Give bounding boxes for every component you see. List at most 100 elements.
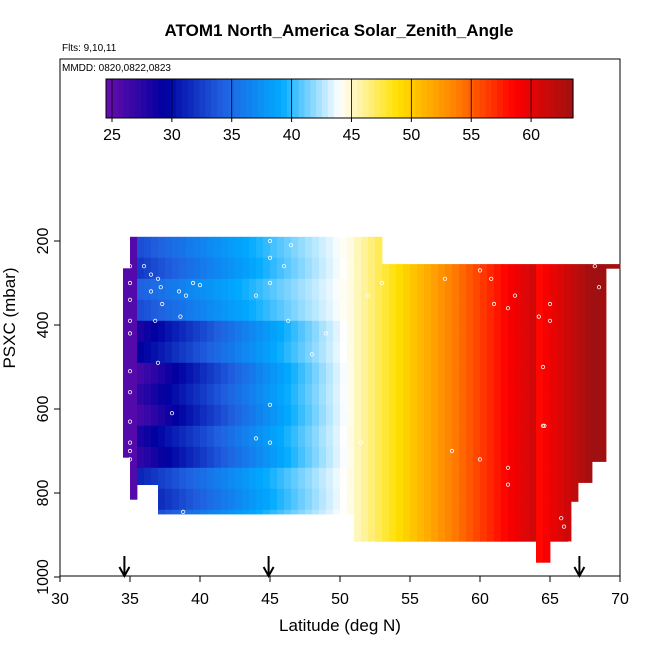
- heatmap-cell: [179, 436, 187, 448]
- heatmap-cell: [340, 509, 348, 515]
- heatmap-cell: [144, 467, 152, 479]
- heatmap-cell: [200, 299, 208, 311]
- heatmap-cell: [431, 537, 439, 542]
- heatmap-cell: [424, 348, 432, 359]
- heatmap-cell: [487, 337, 495, 349]
- heatmap-cell: [445, 474, 453, 485]
- heatmap-cell: [130, 383, 138, 395]
- heatmap-cell: [417, 369, 425, 380]
- heatmap-cell: [305, 509, 313, 515]
- heatmap-cell: [298, 415, 306, 427]
- heatmap-cell: [361, 257, 369, 269]
- heatmap-cell: [235, 394, 243, 406]
- heatmap-cell: [200, 436, 208, 448]
- heatmap-cell: [207, 436, 215, 448]
- heatmap-cell: [130, 362, 138, 374]
- heatmap-cell: [312, 299, 320, 311]
- colorbar-swatch: [257, 79, 265, 118]
- heatmap-cell: [550, 537, 558, 542]
- heatmap-cell: [333, 341, 341, 353]
- heatmap-cell: [515, 358, 523, 370]
- heatmap-cell: [130, 320, 138, 332]
- heatmap-cell: [186, 236, 194, 248]
- heatmap-cell: [284, 467, 292, 479]
- heatmap-cell: [564, 316, 572, 328]
- measurement-point: [449, 448, 455, 454]
- heatmap-cell: [221, 289, 229, 301]
- heatmap-cell: [410, 379, 418, 391]
- heatmap-cell: [263, 278, 271, 290]
- colorbar-tick-label: 50: [402, 127, 420, 144]
- heatmap-cell: [368, 299, 376, 311]
- colorbar-swatch: [532, 79, 539, 118]
- colorbar-swatch: [234, 79, 241, 118]
- colorbar-swatch: [514, 79, 522, 118]
- heatmap-cell: [578, 400, 586, 412]
- heatmap-cell: [172, 299, 180, 311]
- heatmap-cell: [501, 264, 509, 275]
- colorbar-swatch: [374, 79, 381, 118]
- heatmap-cell: [515, 484, 523, 496]
- heatmap-cell: [536, 264, 544, 275]
- heatmap-cell: [494, 369, 502, 380]
- heatmap-cell: [368, 478, 376, 490]
- heatmap-cell: [312, 457, 320, 469]
- heatmap-cell: [221, 457, 229, 469]
- heatmap-cell: [543, 295, 551, 307]
- heatmap-cell: [571, 306, 579, 317]
- heatmap-cell: [459, 411, 467, 422]
- heatmap-cells: [123, 236, 621, 563]
- heatmap-cell: [466, 316, 474, 328]
- heatmap-cell: [389, 379, 397, 391]
- colorbar-swatch: [193, 79, 200, 118]
- heatmap-cell: [396, 537, 404, 542]
- heatmap-cell: [319, 362, 327, 374]
- heatmap-cell: [592, 264, 600, 275]
- heatmap-cell: [319, 310, 327, 322]
- heatmap-cell: [123, 331, 131, 343]
- heatmap-cell: [543, 358, 551, 370]
- heatmap-cell: [501, 337, 509, 349]
- heatmap-cell: [550, 400, 558, 412]
- heatmap-cell: [165, 299, 173, 311]
- heatmap-cell: [312, 236, 320, 248]
- colorbar-swatch: [310, 79, 317, 118]
- heatmap-cell: [340, 436, 348, 448]
- heatmap-cell: [130, 341, 138, 353]
- heatmap-cell: [508, 358, 516, 370]
- heatmap-cell: [571, 453, 579, 464]
- heatmap-cell: [277, 499, 285, 511]
- heatmap-cell: [508, 316, 516, 328]
- heatmap-cell: [305, 362, 313, 374]
- heatmap-cell: [494, 463, 502, 475]
- heatmap-cell: [592, 453, 600, 462]
- heatmap-cell: [186, 478, 194, 490]
- colorbar-swatch: [269, 79, 276, 118]
- heatmap-cell: [277, 320, 285, 332]
- heatmap-cell: [270, 446, 278, 458]
- heatmap-cell: [172, 257, 180, 269]
- heatmap-cell: [571, 337, 579, 349]
- heatmap-cell: [424, 432, 432, 443]
- measurement-points: [127, 238, 609, 559]
- heatmap-cell: [249, 394, 257, 406]
- heatmap-cell: [466, 516, 474, 527]
- heatmap-cell: [452, 369, 460, 380]
- heatmap-cell: [249, 236, 257, 248]
- heatmap-cell: [165, 341, 173, 353]
- heatmap-cell: [298, 383, 306, 395]
- heatmap-cell: [193, 278, 201, 290]
- heatmap-cell: [284, 247, 292, 259]
- heatmap-cell: [438, 453, 446, 464]
- heatmap-cell: [522, 358, 530, 370]
- heatmap-cell: [550, 421, 558, 433]
- heatmap-cell: [473, 526, 481, 538]
- heatmap-cell: [200, 425, 208, 437]
- heatmap-cell: [410, 421, 418, 433]
- heatmap-cell: [144, 457, 152, 469]
- heatmap-cell: [536, 453, 544, 464]
- heatmap-cell: [585, 400, 593, 412]
- heatmap-cell: [298, 362, 306, 374]
- heatmap-cell: [249, 415, 257, 427]
- heatmap-cell: [298, 509, 306, 515]
